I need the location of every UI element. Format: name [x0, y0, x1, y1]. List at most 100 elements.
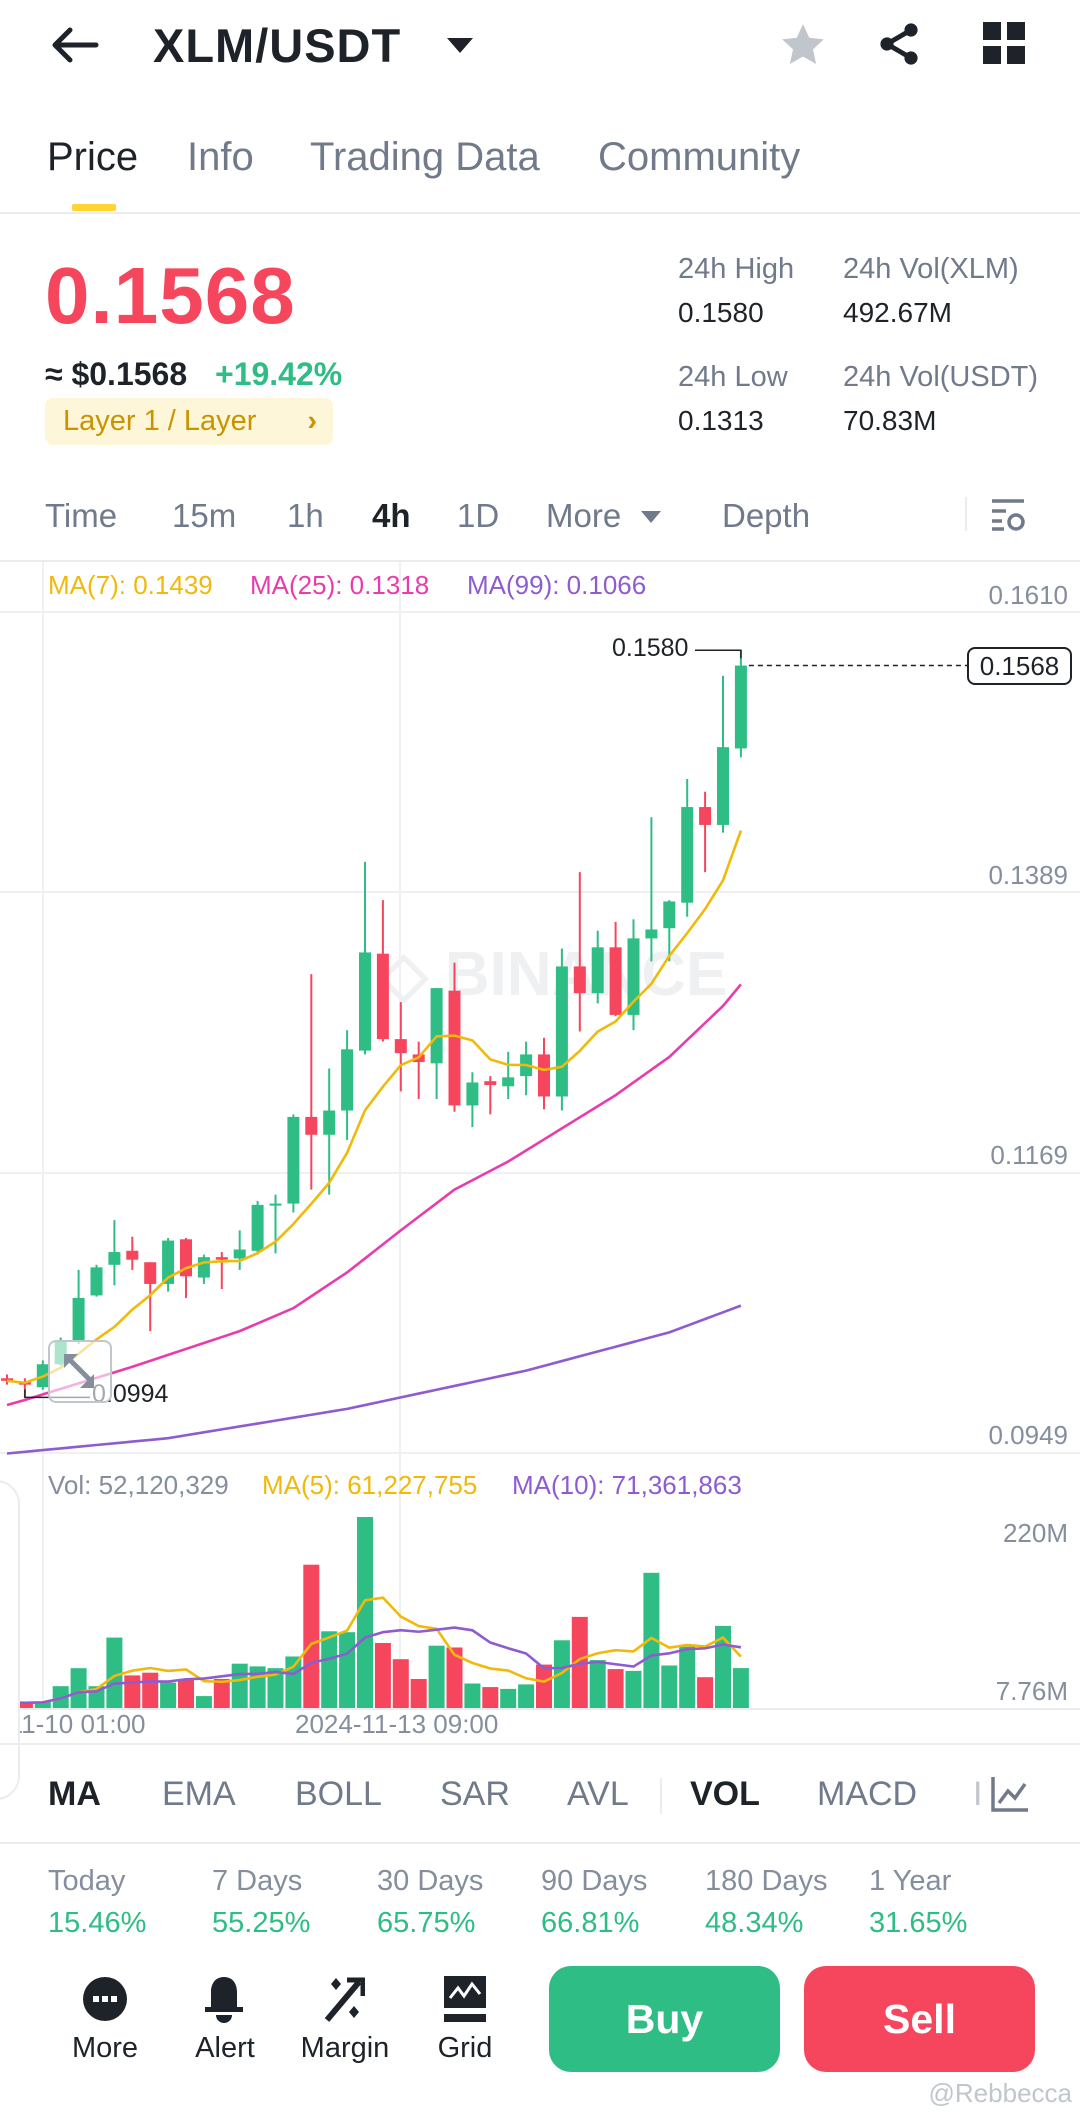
candle-body: [717, 747, 729, 825]
interval-1h[interactable]: 1h: [287, 497, 324, 534]
vol-quote-value: 70.83M: [843, 405, 937, 436]
vol-base-value: 492.67M: [843, 297, 952, 328]
price-change: +19.42%: [215, 356, 343, 392]
volume-bar: [321, 1631, 338, 1708]
interval-1d[interactable]: 1D: [457, 497, 500, 534]
back-arrow-icon[interactable]: [50, 25, 100, 65]
share-icon[interactable]: [875, 20, 923, 68]
last-price-tag: 0.1568: [967, 647, 1072, 685]
candle-body: [108, 1252, 121, 1265]
interval-time[interactable]: Time: [45, 497, 118, 534]
expand-icon: [64, 1354, 94, 1388]
volume-bar: [106, 1637, 123, 1708]
ma7-line: [6, 830, 743, 1385]
candle-body: [287, 1116, 300, 1204]
perf-label: 1 Year: [869, 1865, 952, 1897]
y-tick: 0.0949: [988, 1420, 1068, 1450]
x-tick: 2024-11-13 09:00: [295, 1709, 499, 1739]
side-drawer-handle[interactable]: [0, 1480, 20, 1800]
interval-more[interactable]: More: [546, 497, 622, 534]
fullscreen-button[interactable]: [48, 1340, 112, 1403]
volume-bar: [661, 1665, 678, 1708]
volume-bar: [428, 1645, 445, 1708]
vol-ma5-legend: MA(5): 61,227,755: [262, 1470, 478, 1500]
candle-body: [394, 1039, 407, 1054]
grid-trading-icon[interactable]: [444, 1976, 486, 2024]
indicator-boll[interactable]: BOLL: [295, 1775, 382, 1813]
candle-body: [197, 1257, 210, 1278]
volume-bar: [231, 1663, 248, 1708]
chart-settings-icon[interactable]: [990, 497, 1026, 533]
low-value: 0.1313: [678, 405, 764, 436]
volume-bar: [625, 1670, 642, 1708]
vol-ma10-line: [6, 1626, 742, 1705]
sell-button[interactable]: Sell: [804, 1966, 1035, 2072]
candle-body: [1, 1378, 13, 1381]
y-tick: 0.1169: [990, 1140, 1068, 1170]
x-tick: -11-10 01:00: [0, 1709, 146, 1739]
volume-bar: [482, 1687, 499, 1708]
interval-4h[interactable]: 4h: [372, 497, 411, 534]
performance-row: Today 15.46% 7 Days 55.25% 30 Days 65.75…: [0, 1850, 1080, 1933]
candle-body: [430, 988, 443, 1064]
volume-bar: [392, 1659, 409, 1708]
pair-title[interactable]: XLM/USDT: [153, 19, 402, 72]
ma99-line: [6, 1304, 742, 1455]
vol-legend: Vol: 52,120,329: [48, 1470, 229, 1500]
candle-body: [645, 929, 658, 939]
category-tag[interactable]: Layer 1 / Layer ›: [45, 398, 333, 445]
volume-bar: [357, 1517, 373, 1708]
star-icon[interactable]: [778, 20, 828, 70]
volume-bar: [518, 1684, 535, 1708]
indicator-settings-icon[interactable]: [990, 1775, 1030, 1813]
nav-grid-label[interactable]: Grid: [437, 2032, 493, 2064]
candle-body: [126, 1250, 139, 1260]
ma99-legend: MA(99): 0.1066: [467, 570, 647, 600]
candle-body: [681, 807, 694, 903]
candle-body: [484, 1081, 497, 1086]
indicator-ema[interactable]: EMA: [162, 1775, 236, 1813]
tab-trading-data[interactable]: Trading Data: [310, 135, 540, 179]
volume-bar: [34, 1701, 51, 1708]
perf-value: 66.81%: [541, 1907, 640, 1933]
ma7-legend: MA(7): 0.1439: [48, 570, 213, 600]
indicator-more[interactable]: I: [973, 1775, 983, 1813]
volume-bar: [16, 1703, 33, 1708]
vol-ma5-line: [6, 1596, 742, 1705]
percent-icon[interactable]: [323, 1976, 365, 2024]
tab-info[interactable]: Info: [187, 135, 254, 179]
nav-alert-label[interactable]: Alert: [195, 2032, 255, 2064]
tab-community[interactable]: Community: [598, 135, 801, 179]
volume-bar: [374, 1642, 391, 1708]
nav-more-label[interactable]: More: [71, 2032, 139, 2064]
watermark: @Rebbecca: [928, 2078, 1072, 2108]
buy-button[interactable]: Buy: [549, 1966, 780, 2072]
bell-icon[interactable]: [203, 1976, 245, 2024]
low-label: 24h Low: [678, 361, 788, 393]
tab-price[interactable]: Price: [47, 135, 139, 179]
grid-icon[interactable]: [983, 22, 1025, 64]
volume-bar: [124, 1675, 141, 1708]
indicator-ma[interactable]: MA: [48, 1775, 101, 1813]
indicator-avl[interactable]: AVL: [567, 1775, 629, 1813]
interval-15m[interactable]: 15m: [172, 497, 237, 534]
perf-label: 30 Days: [377, 1865, 484, 1897]
candle-body: [90, 1267, 103, 1296]
caret-down-icon[interactable]: [445, 36, 475, 56]
indicator-macd[interactable]: MACD: [817, 1775, 918, 1813]
volume-bar: [160, 1682, 177, 1708]
candle-body: [215, 1257, 228, 1260]
volume-bar: [213, 1678, 230, 1708]
depth-tab[interactable]: Depth: [722, 497, 811, 534]
candle-body: [699, 807, 712, 825]
more-icon[interactable]: [82, 1976, 128, 2022]
volume-bar: [178, 1678, 194, 1708]
indicator-vol[interactable]: VOL: [690, 1775, 760, 1813]
divider: [0, 212, 1080, 214]
indicator-sar[interactable]: SAR: [440, 1775, 510, 1813]
candlestick-chart[interactable]: ◇ BINANCE: [0, 0, 1080, 1760]
nav-margin-label[interactable]: Margin: [300, 2032, 390, 2064]
vol-quote-label: 24h Vol(USDT): [843, 361, 1039, 393]
caret-down-icon: [641, 511, 661, 523]
volume-bar: [70, 1668, 87, 1708]
